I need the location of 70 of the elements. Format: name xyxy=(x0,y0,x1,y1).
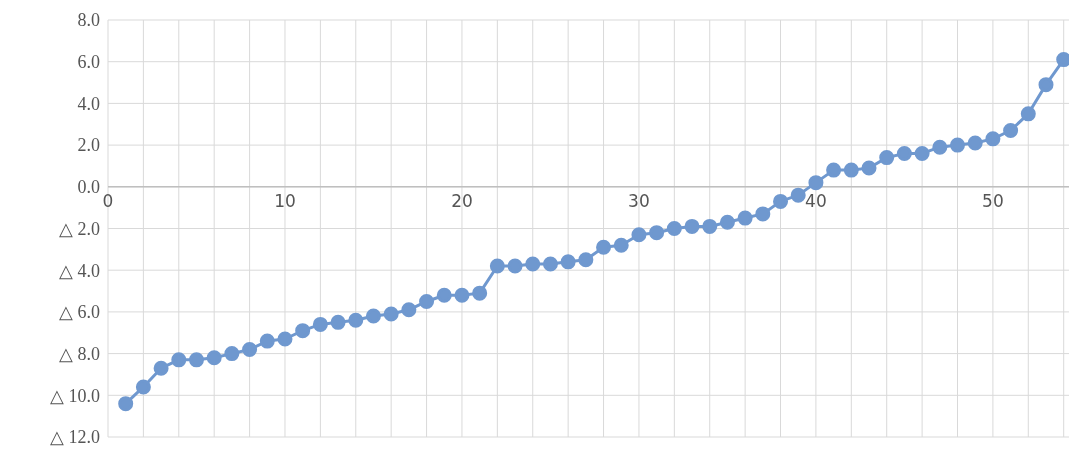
point xyxy=(295,323,311,339)
point xyxy=(967,135,983,151)
point xyxy=(702,218,718,234)
point xyxy=(330,314,346,330)
point xyxy=(242,341,258,357)
point xyxy=(896,145,912,161)
point xyxy=(348,312,364,328)
point xyxy=(950,137,965,153)
point xyxy=(932,139,948,155)
point xyxy=(719,214,735,230)
point xyxy=(879,150,895,166)
point xyxy=(365,308,381,324)
point xyxy=(1038,77,1054,93)
point xyxy=(507,258,523,274)
point xyxy=(666,221,682,236)
point xyxy=(419,293,435,309)
x-tick-label: 50 xyxy=(982,190,1004,211)
y-tick-label: 0.0 xyxy=(77,177,100,198)
point xyxy=(613,237,629,253)
point xyxy=(649,225,665,241)
point xyxy=(560,254,576,270)
point xyxy=(773,193,789,209)
point xyxy=(118,396,134,412)
point xyxy=(755,206,771,222)
point xyxy=(171,352,187,368)
point xyxy=(277,331,293,347)
x-tick-label: 20 xyxy=(451,190,473,211)
y-tick-label: 4.0 xyxy=(77,93,100,114)
x-tick-label: 40 xyxy=(805,190,827,211)
point xyxy=(224,346,240,362)
point xyxy=(684,218,700,234)
point xyxy=(259,333,275,349)
point xyxy=(489,258,505,274)
y-tick-label: △ 12.0 xyxy=(50,427,100,448)
x-tick-label: 10 xyxy=(274,190,296,211)
y-tick-label: △ 8.0 xyxy=(59,343,100,364)
point xyxy=(808,175,824,191)
point xyxy=(1020,106,1036,122)
point xyxy=(596,239,612,255)
point xyxy=(454,287,470,303)
point xyxy=(436,287,452,303)
point xyxy=(861,160,877,176)
point xyxy=(737,210,753,226)
point xyxy=(542,256,558,272)
y-tick-label: △ 4.0 xyxy=(59,260,100,281)
point xyxy=(843,162,859,178)
point xyxy=(985,131,1001,147)
point xyxy=(631,227,647,243)
y-tick-label: 8.0 xyxy=(77,10,100,31)
point xyxy=(401,302,417,318)
x-tick-label: 30 xyxy=(628,190,650,211)
point xyxy=(790,187,806,203)
point xyxy=(188,352,204,368)
point xyxy=(914,145,930,161)
point xyxy=(472,285,488,301)
x-tick-label: 0 xyxy=(102,190,114,211)
point xyxy=(153,360,169,376)
point xyxy=(383,306,399,322)
y-tick-label: △ 10.0 xyxy=(50,385,100,406)
point xyxy=(826,162,842,178)
point xyxy=(312,316,328,332)
point xyxy=(206,350,222,366)
y-tick-label: △ 2.0 xyxy=(59,218,100,239)
point xyxy=(1003,123,1019,139)
y-tick-label: △ 6.0 xyxy=(59,302,100,323)
y-tick-label: 2.0 xyxy=(77,135,100,156)
point xyxy=(135,379,151,395)
y-tick-label: 6.0 xyxy=(77,52,100,73)
point xyxy=(525,256,541,272)
point xyxy=(578,252,594,268)
